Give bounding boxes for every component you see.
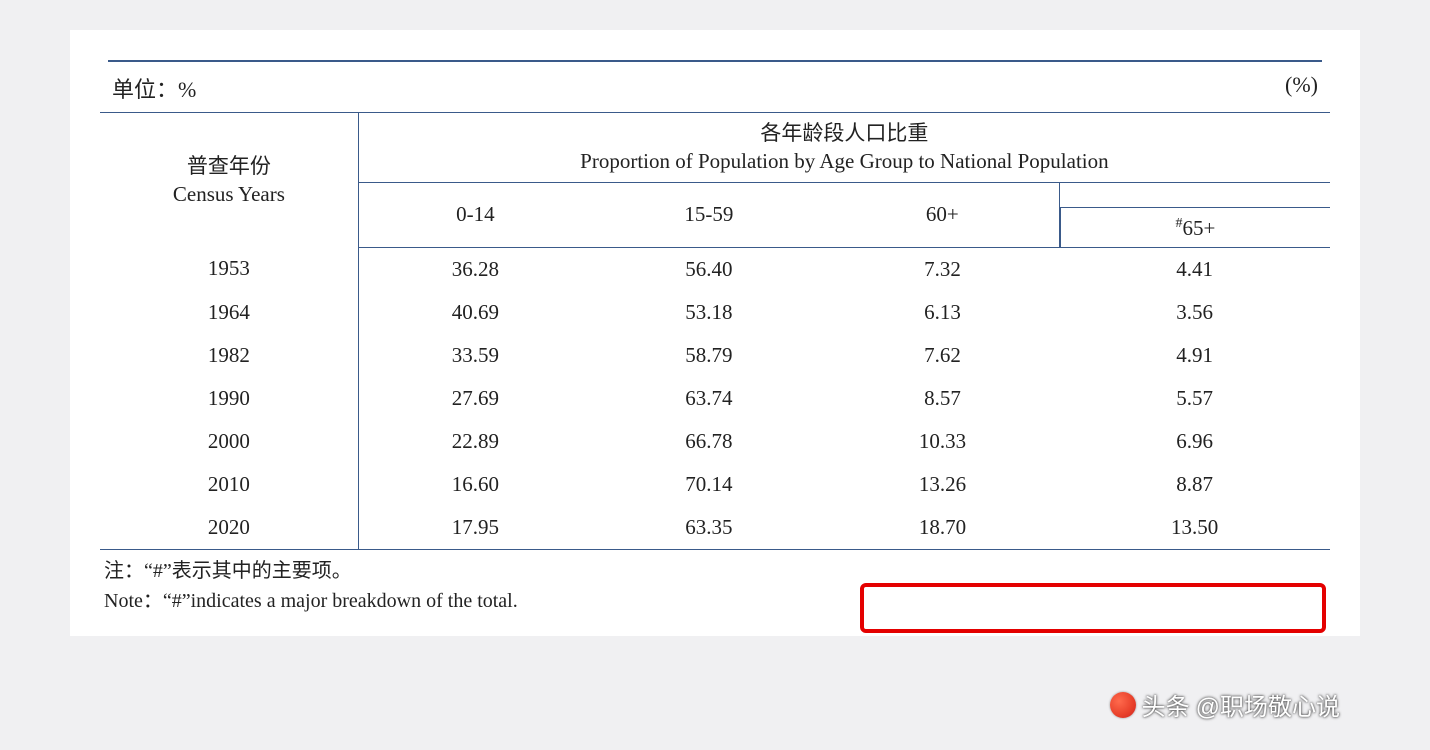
header-group-cn: 各年龄段人口比重 [760, 121, 928, 145]
cell-value: 7.62 [826, 334, 1060, 377]
unit-right: (%) [1285, 72, 1318, 104]
cell-value: 6.96 [1059, 420, 1330, 463]
cell-value: 63.74 [592, 377, 826, 420]
header-year-en: Census Years [173, 182, 285, 206]
cell-value: 70.14 [592, 463, 826, 506]
cell-value: 66.78 [592, 420, 826, 463]
cell-value: 27.69 [358, 377, 592, 420]
table-row: 2000 22.89 66.78 10.33 6.96 [100, 420, 1330, 463]
cell-value: 40.69 [358, 291, 592, 334]
unit-row: 单位：% (%) [100, 72, 1330, 112]
table-row: 2020 17.95 63.35 18.70 13.50 [100, 506, 1330, 550]
cell-value: 13.26 [826, 463, 1060, 506]
cell-value: 56.40 [592, 247, 826, 291]
cell-value: 3.56 [1059, 291, 1330, 334]
header-65-label: 65+ [1183, 216, 1216, 240]
header-group-en: Proportion of Population by Age Group to… [580, 149, 1108, 173]
cell-year: 2000 [100, 420, 358, 463]
footnote-cn: 注：“#”表示其中的主要项。 [104, 556, 1326, 586]
cell-value: 4.91 [1059, 334, 1330, 377]
cell-value: 13.50 [1059, 506, 1330, 550]
cell-value: 6.13 [826, 291, 1060, 334]
cell-year: 1964 [100, 291, 358, 334]
cell-year: 1990 [100, 377, 358, 420]
watermark-text: @职场敬心说 [1196, 687, 1340, 722]
header-col-0-14: 0-14 [358, 182, 592, 247]
cell-value: 17.95 [358, 506, 592, 550]
cell-value: 10.33 [826, 420, 1060, 463]
top-rule [108, 60, 1322, 62]
cell-year: 2020 [100, 506, 358, 550]
header-year: 普查年份 Census Years [100, 113, 358, 248]
cell-value: 16.60 [358, 463, 592, 506]
document-page: 单位：% (%) 普查年份 Census Years 各年龄段人口比重 Prop… [70, 30, 1360, 636]
watermark-logo-icon [1110, 692, 1136, 718]
header-col-65plus-wrap: #65+ [1059, 182, 1330, 247]
cell-value: 8.87 [1059, 463, 1330, 506]
cell-year: 1953 [100, 247, 358, 291]
cell-value: 22.89 [358, 420, 592, 463]
header-group: 各年龄段人口比重 Proportion of Population by Age… [358, 113, 1330, 183]
header-year-cn: 普查年份 [187, 154, 271, 178]
header-65-hash: # [1176, 216, 1183, 231]
cell-value: 4.41 [1059, 247, 1330, 291]
header-col-60plus: 60+ [826, 182, 1060, 247]
cell-value: 5.57 [1059, 377, 1330, 420]
footnotes: 注：“#”表示其中的主要项。 Note：“#”indicates a major… [100, 550, 1330, 616]
cell-value: 53.18 [592, 291, 826, 334]
table-row: 1964 40.69 53.18 6.13 3.56 [100, 291, 1330, 334]
cell-year: 2010 [100, 463, 358, 506]
cell-value: 8.57 [826, 377, 1060, 420]
watermark: 头条 @职场敬心说 [1110, 687, 1340, 722]
table-row: 1953 36.28 56.40 7.32 4.41 [100, 247, 1330, 291]
cell-value: 36.28 [358, 247, 592, 291]
cell-value: 63.35 [592, 506, 826, 550]
watermark-prefix: 头条 [1142, 687, 1190, 722]
table-row: 1982 33.59 58.79 7.62 4.91 [100, 334, 1330, 377]
table-body: 1953 36.28 56.40 7.32 4.41 1964 40.69 53… [100, 247, 1330, 549]
header-col-15-59: 15-59 [592, 182, 826, 247]
cell-year: 1982 [100, 334, 358, 377]
header-col-65plus: #65+ [1060, 207, 1330, 247]
cell-value: 58.79 [592, 334, 826, 377]
unit-left: 单位：% [112, 72, 196, 104]
population-table: 普查年份 Census Years 各年龄段人口比重 Proportion of… [100, 112, 1330, 550]
table-row: 2010 16.60 70.14 13.26 8.87 [100, 463, 1330, 506]
cell-value: 18.70 [826, 506, 1060, 550]
footnote-en: Note：“#”indicates a major breakdown of t… [104, 586, 1326, 616]
table-row: 1990 27.69 63.74 8.57 5.57 [100, 377, 1330, 420]
cell-value: 7.32 [826, 247, 1060, 291]
cell-value: 33.59 [358, 334, 592, 377]
